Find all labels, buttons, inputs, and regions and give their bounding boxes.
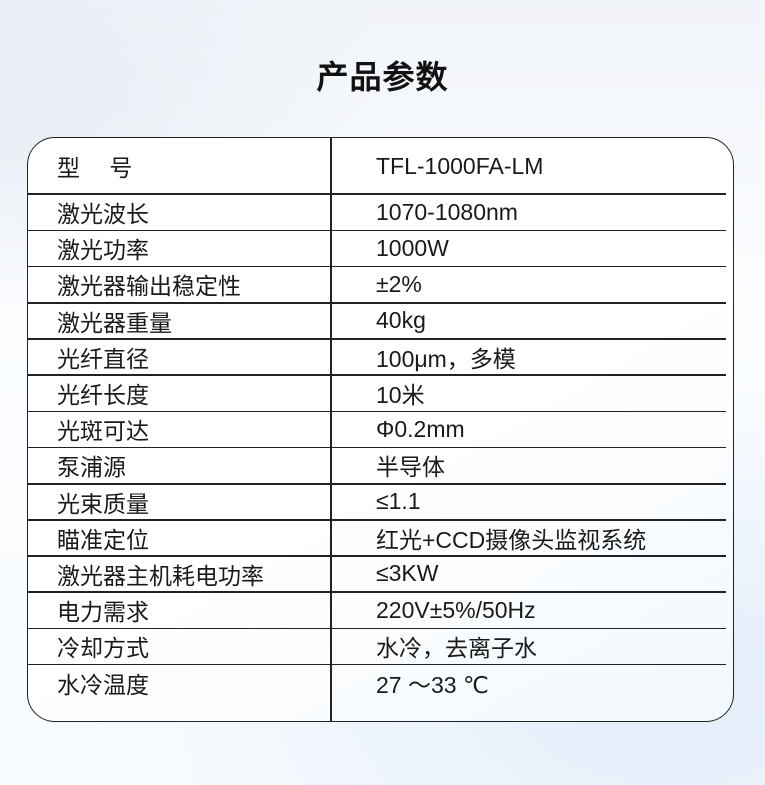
row-value: 1000W <box>376 234 449 261</box>
row-label: 光束质量 <box>57 490 149 517</box>
row-value: 40kg <box>376 307 426 334</box>
table-row: 型 号 TFL-1000FA-LM <box>28 138 733 195</box>
row-value: 半导体 <box>376 454 445 481</box>
row-value: 10米 <box>376 382 425 409</box>
table-row: 光纤长度 10米 <box>28 375 733 413</box>
row-label: 泵浦源 <box>57 454 126 481</box>
table-row: 冷却方式 水冷，去离子水 <box>28 628 733 666</box>
row-value: ≤1.1 <box>376 488 421 515</box>
row-value: 水冷，去离子水 <box>376 635 537 662</box>
row-value: TFL-1000FA-LM <box>376 152 544 179</box>
table-row: 水冷温度 27 ～33 ℃ <box>28 664 733 700</box>
page-title: 产品参数 <box>316 59 449 95</box>
row-label: 型 号 <box>57 155 133 181</box>
table-row: 瞄准定位 红光+CCD摄像头监视系统 <box>28 520 733 558</box>
row-label: 水冷温度 <box>57 671 149 698</box>
row-label: 冷却方式 <box>57 635 149 662</box>
spec-table: 型 号 TFL-1000FA-LM 激光波长 1070-1080nm 激光功率 … <box>28 138 733 701</box>
row-label: 激光器主机耗电功率 <box>57 562 264 589</box>
row-label: 光斑可达 <box>57 418 149 445</box>
table-row: 激光器重量 40kg <box>28 303 733 340</box>
row-label: 激光器输出稳定性 <box>57 273 241 300</box>
row-label: 光纤长度 <box>57 382 149 409</box>
row-value: 红光+CCD摄像头监视系统 <box>376 526 647 553</box>
row-label: 激光波长 <box>57 201 149 228</box>
table-row: 光纤直径 100μm，多模 <box>28 339 733 377</box>
row-label: 激光器重量 <box>57 309 172 336</box>
row-value: 220V±5%/50Hz <box>376 596 536 623</box>
table-row: 激光功率 1000W <box>28 230 733 268</box>
table-row: 激光器输出稳定性 ±2% <box>28 266 733 304</box>
row-value: 27 ～33 ℃ <box>376 671 489 698</box>
row-value: Φ0.2mm <box>376 415 465 442</box>
row-label: 电力需求 <box>57 599 149 626</box>
spec-card: 型 号 TFL-1000FA-LM 激光波长 1070-1080nm 激光功率 … <box>27 137 734 722</box>
table-row: 光斑可达 Φ0.2mm <box>28 411 733 449</box>
table-row: 光束质量 ≤1.1 <box>28 484 733 521</box>
row-value: ≤3KW <box>376 560 439 587</box>
table-row: 电力需求 220V±5%/50Hz <box>28 592 733 630</box>
row-value: 1070-1080nm <box>376 198 518 225</box>
table-row: 泵浦源 半导体 <box>28 447 733 485</box>
column-divider <box>330 138 332 721</box>
table-row: 激光波长 1070-1080nm <box>28 194 733 232</box>
row-label: 光纤直径 <box>57 345 149 372</box>
row-value: ±2% <box>376 270 422 297</box>
table-row: 激光器主机耗电功率 ≤3KW <box>28 556 733 594</box>
row-label: 瞄准定位 <box>57 526 149 553</box>
row-value: 100μm，多模 <box>376 345 516 372</box>
row-label: 激光功率 <box>57 237 149 264</box>
